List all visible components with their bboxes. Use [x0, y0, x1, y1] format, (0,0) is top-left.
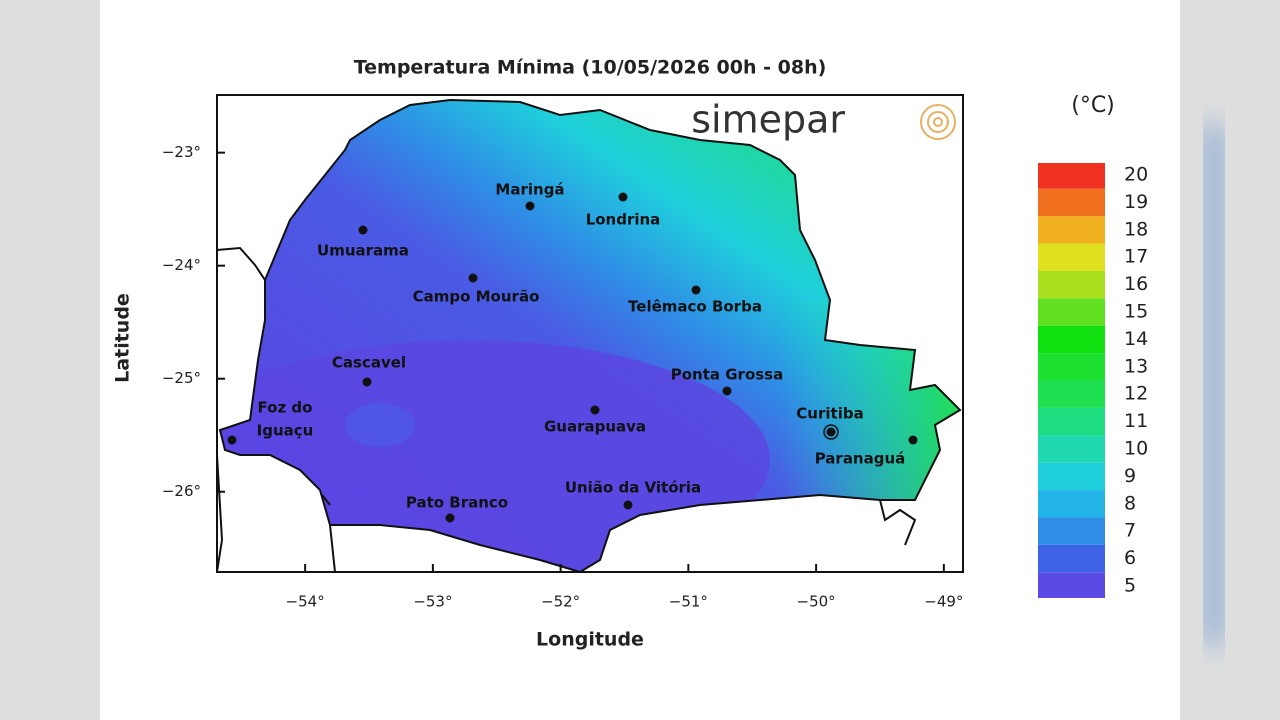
colorbar-tick-label: 6 — [1124, 547, 1136, 569]
colorbar-tick-label: 20 — [1124, 164, 1148, 186]
city-ring — [823, 424, 839, 440]
blurred-side — [1180, 0, 1280, 720]
colorbar-band — [1038, 188, 1105, 217]
y-tick-label: −26° — [162, 482, 201, 500]
city-dot — [722, 386, 732, 396]
city-label: Telêmaco Borba — [628, 298, 762, 316]
colorbar-unit: (°C) — [1071, 93, 1115, 118]
colorbar-band — [1038, 163, 1105, 189]
city-dot — [445, 513, 455, 523]
logo-text: simepar — [691, 98, 845, 142]
city-label: Paranaguá — [815, 450, 906, 468]
x-tick-label: −51° — [669, 593, 708, 611]
border-lines — [216, 246, 917, 573]
city-dot — [618, 192, 628, 202]
colorbar-band — [1038, 298, 1105, 326]
overlay: −54° −53° −52° −51° −50° −49° −23° −24° −25° −26°… — [162, 143, 1148, 610]
city-dot — [358, 225, 368, 235]
colorbar-band — [1038, 243, 1105, 271]
colorbar-band — [1038, 270, 1105, 299]
colorbar-tick-label: 11 — [1124, 410, 1148, 432]
colorbar-tick-label: 13 — [1124, 355, 1148, 377]
colorbar-tick-label: 15 — [1124, 301, 1148, 323]
city-label: Curitiba — [796, 405, 863, 423]
x-tick-label: −49° — [924, 593, 963, 611]
x-tick-label: −53° — [413, 593, 452, 611]
city-label: Campo Mourão — [413, 288, 540, 306]
colorbar-tick-label: 16 — [1124, 273, 1148, 295]
map-title: Temperatura Mínima (10/05/2026 00h - 08h… — [354, 57, 827, 79]
y-tick-label: −25° — [162, 369, 201, 387]
city-label: Iguaçu — [257, 422, 314, 440]
city-dot — [691, 285, 701, 295]
colorbar-band — [1038, 517, 1105, 545]
colorbar-band — [1038, 572, 1105, 598]
city-dot — [908, 435, 918, 445]
colorbar-tick-label: 10 — [1124, 437, 1148, 459]
colorbar-band — [1038, 353, 1105, 381]
colorbar-tick-label: 17 — [1124, 246, 1148, 268]
city-dot — [227, 435, 237, 445]
colorbar-band — [1038, 462, 1105, 491]
city-label: Ponta Grossa — [671, 366, 784, 384]
x-tick-label: −50° — [797, 593, 836, 611]
y-tick-label: −23° — [162, 143, 201, 161]
x-tick-label: −54° — [286, 593, 325, 611]
blurred-side — [0, 0, 100, 720]
blurred-side — [1205, 125, 1223, 645]
colorbar-tick-label: 5 — [1124, 574, 1136, 596]
city-dot — [623, 500, 633, 510]
colorbar-tick-label: 14 — [1124, 328, 1148, 350]
city-label: Londrina — [586, 211, 661, 229]
city-dot — [525, 201, 535, 211]
x-tick-label: −52° — [541, 593, 580, 611]
x-axis-label: Longitude — [536, 629, 644, 651]
city-dot — [826, 427, 836, 437]
city-dot — [468, 273, 478, 283]
colorbar-tick-label: 8 — [1124, 492, 1136, 514]
colorbar-tick-label: 9 — [1124, 465, 1136, 487]
colorbar-band — [1038, 407, 1105, 436]
colorbar-tick-label: 12 — [1124, 383, 1148, 405]
city-dot — [362, 377, 372, 387]
colorbar-tick-label: 19 — [1124, 191, 1148, 213]
city-dot — [590, 405, 600, 415]
y-axis-label: Latitude — [112, 293, 134, 383]
city-label: Maringá — [495, 181, 564, 199]
colorbar-band — [1038, 216, 1105, 244]
city-label: Cascavel — [332, 354, 406, 372]
colorbar-band — [1038, 435, 1105, 463]
city-label: União da Vitória — [565, 479, 701, 497]
logo-mark — [920, 104, 956, 140]
city-label: Pato Branco — [406, 494, 508, 512]
colorbar-band — [1038, 490, 1105, 518]
colorbar-tick-label: 18 — [1124, 218, 1148, 240]
colorbar-band — [1038, 544, 1105, 573]
colorbar-band — [1038, 380, 1105, 408]
colorbar-tick-label: 7 — [1124, 520, 1136, 542]
city-label: Foz do — [258, 399, 313, 417]
colorbar-band — [1038, 325, 1105, 354]
city-label: Guarapuava — [544, 418, 646, 436]
y-tick-label: −24° — [162, 256, 201, 274]
city-label: Umuarama — [317, 242, 409, 260]
field-contour — [345, 403, 415, 447]
